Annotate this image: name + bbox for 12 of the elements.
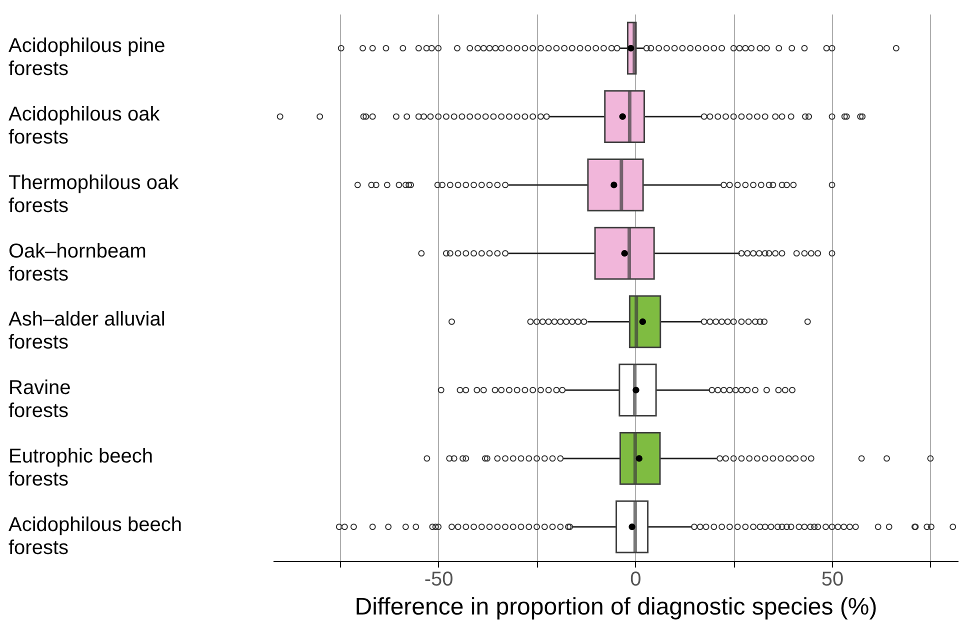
y-tick-label: Oak–hornbeam forests <box>8 240 146 286</box>
y-tick-label: Acidophilous oak forests <box>8 104 161 149</box>
y-tick-label: Ravine forests <box>8 377 71 422</box>
y-tick-label: Acidophilous beech forests <box>8 514 182 559</box>
y-tick-label: Acidophilous pine forests <box>8 35 166 80</box>
x-axis-title: Difference in proportion of diagnostic species (%) <box>354 594 878 620</box>
y-tick-label: Thermophilous oak forests <box>8 172 180 217</box>
x-tick-label: 50 <box>821 568 844 590</box>
y-tick-label: Ash–alder alluvial forests <box>8 308 166 354</box>
y-tick-label: Eutrophic beech forests <box>8 445 154 490</box>
x-tick-label: -50 <box>424 568 454 590</box>
x-tick-label: 0 <box>630 568 642 590</box>
